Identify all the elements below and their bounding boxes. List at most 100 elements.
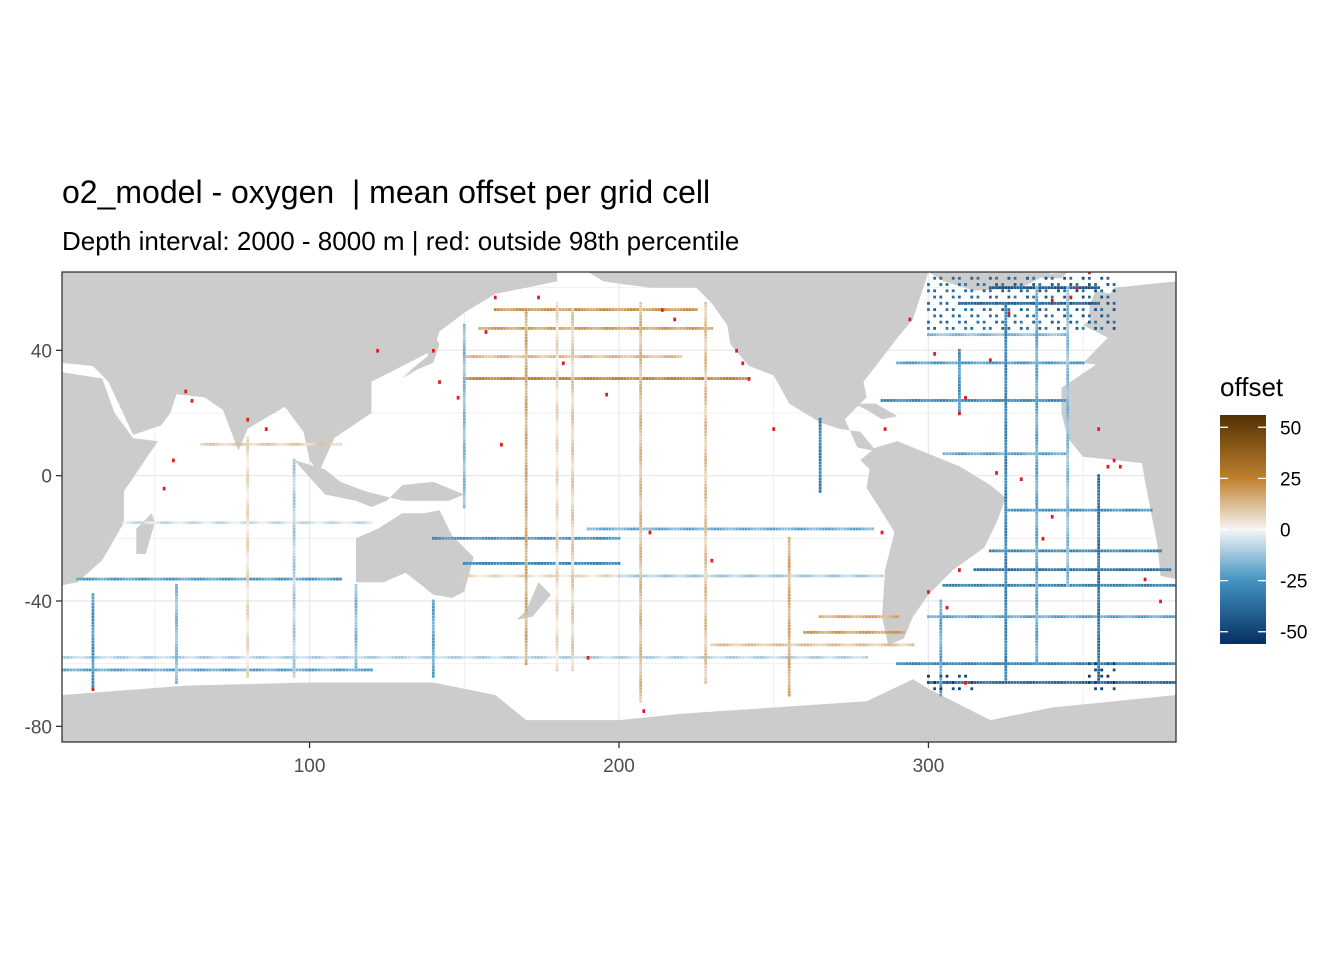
data-cell [94, 655, 98, 659]
data-cell [995, 399, 998, 402]
data-cell [605, 377, 609, 380]
data-cell [484, 655, 488, 659]
data-cell [639, 399, 643, 402]
data-cell [571, 355, 574, 359]
data-cell [1159, 583, 1162, 587]
data-cell [701, 655, 704, 659]
data-cell [620, 377, 624, 380]
data-cell [815, 655, 819, 659]
data-cell [1035, 561, 1039, 565]
data-track [462, 561, 621, 565]
data-cell [292, 489, 296, 493]
data-cell [1035, 681, 1039, 684]
data-cell [571, 580, 574, 584]
data-cell [995, 452, 998, 456]
data-cell [639, 690, 643, 694]
data-cell [704, 508, 708, 512]
data-cell [462, 480, 466, 484]
data-cell [385, 655, 389, 659]
data-cell [639, 499, 643, 503]
data-cell [571, 511, 574, 515]
data-cell [704, 574, 708, 578]
data-cell [493, 377, 497, 380]
data-cell [679, 574, 683, 578]
data-cell [639, 461, 643, 465]
data-cell [555, 377, 559, 380]
data-cell [524, 389, 528, 393]
data-cell [530, 536, 534, 540]
data-cell [1053, 301, 1057, 305]
data-cell [704, 602, 708, 606]
data-cell [1125, 583, 1128, 587]
data-cell [1171, 662, 1175, 666]
data-cell [555, 646, 559, 650]
data-cell [323, 442, 327, 446]
data-cell [298, 521, 302, 525]
data-cell [1134, 615, 1138, 619]
data-cell [988, 333, 992, 337]
data-cell [1097, 593, 1101, 597]
data-cell [992, 286, 995, 290]
data-cell [957, 389, 961, 393]
outlier-cell [1075, 286, 1079, 290]
data-cell [957, 364, 961, 368]
data-cell [91, 596, 95, 600]
data-cell [462, 405, 466, 409]
data-cell [326, 668, 330, 672]
data-cell [524, 502, 528, 506]
data-cell [1072, 568, 1076, 572]
data-cell [676, 655, 680, 659]
data-cell [704, 674, 708, 678]
data-track [246, 436, 250, 678]
data-cell [1060, 615, 1063, 619]
data-cell [843, 643, 847, 647]
data-cell [995, 314, 998, 318]
data-cell [571, 590, 574, 594]
data-cell [626, 527, 630, 531]
data-cell [537, 355, 540, 359]
data-cell [1097, 533, 1101, 537]
data-cell [1115, 615, 1119, 619]
data-cell [1001, 615, 1005, 619]
data-cell [552, 326, 556, 330]
data-cell [1066, 533, 1070, 537]
data-track [76, 577, 342, 581]
data-cell [184, 655, 188, 659]
data-cell [1019, 568, 1023, 572]
data-cell [957, 314, 961, 318]
data-cell [441, 655, 445, 659]
data-cell [246, 508, 250, 512]
data-cell [178, 668, 181, 672]
data-cell [1007, 549, 1011, 553]
data-cell [317, 577, 321, 581]
data-cell [286, 521, 290, 525]
data-cell [639, 505, 643, 509]
data-cell [555, 565, 559, 568]
data-cell [1010, 568, 1014, 572]
data-cell [1066, 536, 1070, 540]
data-cell [1050, 361, 1054, 365]
data-cell [639, 317, 643, 321]
data-cell [849, 615, 853, 619]
data-cell [945, 301, 949, 305]
data-cell [490, 536, 494, 540]
data-cell [246, 671, 250, 675]
data-cell [431, 671, 435, 675]
data-cell [258, 668, 262, 672]
data-cell [1146, 568, 1150, 572]
data-cell [1066, 373, 1070, 377]
data-cell [1038, 361, 1042, 365]
data-cell [998, 568, 1002, 572]
data-cell [1063, 681, 1066, 684]
data-cell [1004, 621, 1008, 625]
data-cell [608, 655, 612, 659]
data-cell [175, 608, 178, 612]
outlier-cell [484, 330, 488, 334]
data-cell [1035, 583, 1039, 587]
data-cell [462, 361, 466, 365]
data-cell [236, 668, 240, 672]
data-cell [654, 377, 658, 380]
data-cell [292, 442, 296, 446]
x-tick-label: 100 [294, 756, 326, 777]
